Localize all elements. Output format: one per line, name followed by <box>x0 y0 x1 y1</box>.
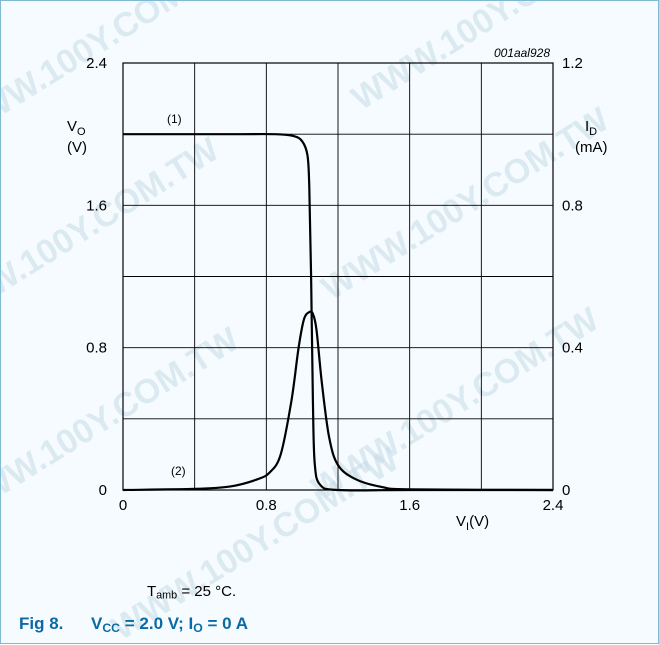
ambient-temperature-note: Tamb = 25 °C. <box>147 583 237 602</box>
series-2-line <box>122 310 554 492</box>
x-tick-label: 0.8 <box>256 497 277 514</box>
y-right-tick-label: 1.2 <box>562 55 583 72</box>
x-tick-label: 0 <box>119 497 127 514</box>
x-tick-labels: 0 0.8 1.6 2.4 <box>119 497 564 514</box>
y-left-axis-label: VO <box>67 118 86 138</box>
watermark-text: WWW.100Y.COM.TW <box>1 1 246 148</box>
y-right-tick-label: 0.4 <box>562 340 583 357</box>
grid <box>123 63 553 490</box>
x-tick-label: 1.6 <box>399 497 420 514</box>
y-right-axis-unit: (mA) <box>575 139 608 156</box>
y-right-tick-label: 0.8 <box>562 197 583 214</box>
series-2-label: (2) <box>171 464 186 478</box>
watermark-layer: WWW.100Y.COM.TW WWW.100Y.COM.TWWWW.100Y.C… <box>1 1 646 645</box>
y-left-tick-label: 0.8 <box>86 340 107 357</box>
y-right-axis-label: ID <box>585 118 597 138</box>
y-left-tick-label: 1.6 <box>86 197 107 214</box>
y-left-tick-labels: 0 0.8 1.6 2.4 <box>86 55 107 499</box>
y-left-tick-label: 0 <box>99 482 107 499</box>
figure-caption: Fig 8. VCC = 2.0 V; IO = 0 A <box>19 614 248 636</box>
curves <box>122 132 554 492</box>
x-axis-label: VI(V) <box>456 513 489 533</box>
x-tick-label: 2.4 <box>543 497 564 514</box>
series-1-label: (1) <box>167 112 182 126</box>
y-left-tick-label: 2.4 <box>86 55 107 72</box>
watermark-text: WWW.100Y.COM.TW <box>1 130 226 338</box>
y-right-tick-label: 0 <box>562 482 570 499</box>
y-right-tick-labels: 0 0.4 0.8 1.2 <box>562 55 583 499</box>
series-1-line <box>123 132 553 492</box>
y-left-axis-unit: (V) <box>67 139 87 156</box>
chart-id: 001aal928 <box>494 46 550 60</box>
figure-number: Fig 8. <box>19 614 64 633</box>
